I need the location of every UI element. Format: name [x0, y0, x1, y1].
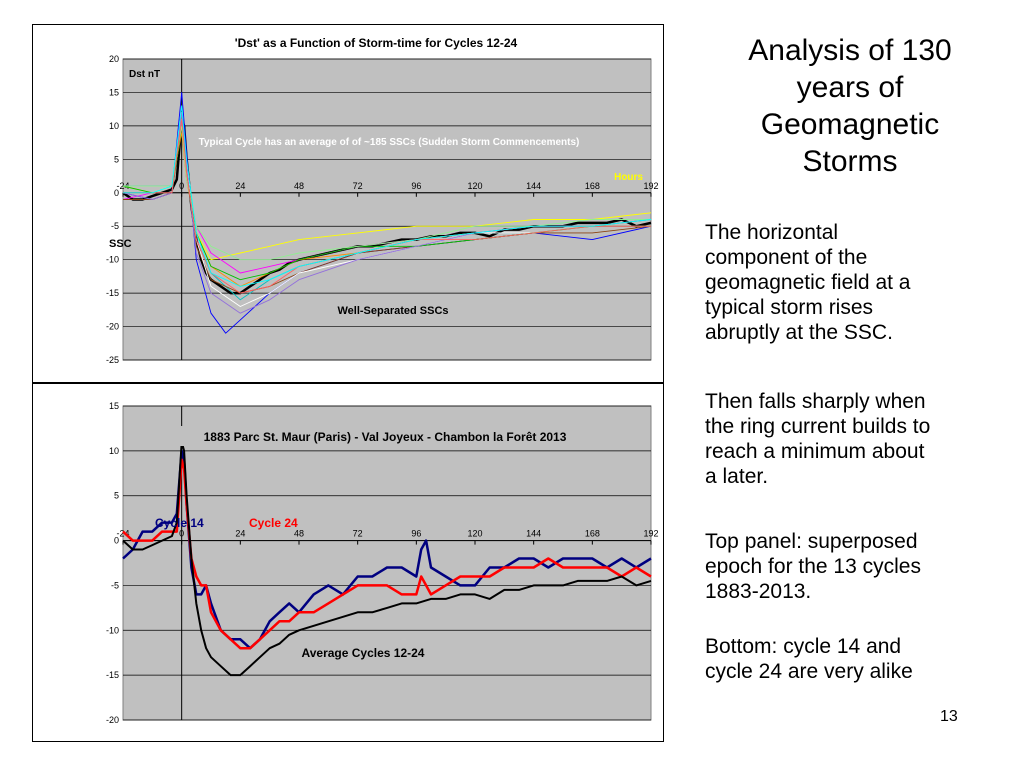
x-tick-label: 168: [585, 181, 600, 191]
text-line: geomagnetic field at a: [705, 271, 911, 294]
series-group: [122, 91, 652, 334]
y-tick-label: 0: [114, 188, 119, 198]
x-axis-label: Hours: [614, 172, 643, 183]
text-line: Bottom: cycle 14 and: [705, 635, 902, 658]
title-line: years of: [796, 71, 904, 104]
y-tick-label: -15: [106, 288, 119, 298]
y-tick-label: 10: [109, 446, 119, 456]
page-number: 13: [940, 708, 958, 725]
x-tick-label: 24: [235, 529, 245, 539]
annotation-ssc: SSC: [109, 238, 132, 250]
series-line-c12: [123, 105, 652, 287]
y-tick-label: 15: [109, 87, 119, 97]
y-tick-label: 0: [114, 536, 119, 546]
x-tick-label: 48: [294, 529, 304, 539]
x-tick-label: 24: [235, 181, 245, 191]
text-line: epoch for the 13 cycles: [705, 555, 921, 578]
y-tick-label: -5: [111, 580, 119, 590]
y-tick-label: 5: [114, 491, 119, 501]
x-tick-label: 72: [353, 529, 363, 539]
slide-title: Analysis of 130 years of Geomagnetic Sto…: [690, 32, 1010, 180]
chart-title: 1883 Parc St. Maur (Paris) - Val Joyeux …: [204, 430, 567, 444]
y-tick-label: -5: [111, 221, 119, 231]
y-tick-label: 10: [109, 121, 119, 131]
x-tick-label: 144: [526, 529, 541, 539]
paragraph-horizontal-component: The horizontal component of the geomagne…: [705, 220, 1005, 345]
x-tick-label: 0: [179, 181, 184, 191]
paragraph-falls-sharply: Then falls sharply when the ring current…: [705, 389, 1005, 489]
y-tick-label: -25: [106, 355, 119, 365]
text-line: the ring current builds to: [705, 415, 931, 438]
text-line: a later.: [705, 465, 769, 488]
top-chart: 'Dst' as a Function of Storm-time for Cy…: [106, 36, 659, 365]
title-line: Geomagnetic: [760, 108, 940, 141]
series-line-average: [122, 440, 652, 677]
text-line: Top panel: superposed: [705, 530, 918, 553]
text-line: component of the: [705, 246, 868, 269]
x-tick-label: 0: [179, 529, 184, 539]
y-tick-label: -10: [106, 625, 119, 635]
title-box: [173, 426, 587, 446]
y-tick-label: -20: [106, 715, 119, 725]
x-tick-label: 168: [585, 529, 600, 539]
x-tick-label: -24: [116, 529, 129, 539]
text-line: cycle 24 are very alike: [705, 660, 913, 683]
title-line: Storms: [802, 145, 898, 178]
y-tick-label: 15: [109, 401, 119, 411]
text-line: 1883-2013.: [705, 580, 812, 603]
x-tick-label: 96: [411, 529, 421, 539]
y-tick-label: -10: [106, 255, 119, 265]
paragraph-top-panel: Top panel: superposed epoch for the 13 c…: [705, 529, 1005, 604]
plot-area: [122, 405, 652, 721]
annotation-bottom: Well-Separated SSCs: [337, 305, 448, 317]
x-tick-label: 120: [467, 181, 482, 191]
series-group: [122, 440, 652, 677]
y-tick-label: 20: [109, 54, 119, 64]
text-line: The horizontal: [705, 221, 839, 244]
top-chart-panel: 'Dst' as a Function of Storm-time for Cy…: [32, 24, 664, 383]
title-line: Analysis of 130: [748, 34, 952, 67]
annotation-note: Typical Cycle has an average of of ~185 …: [199, 137, 580, 148]
x-tick-label: 192: [643, 181, 658, 191]
bottom-chart-panel: 15 10 5 0 -5 -10 -15 -20 -24 0 24 48 72 96 120 144 168 19…: [32, 383, 664, 742]
series-line-c11: [123, 118, 651, 294]
paragraph-bottom-panel: Bottom: cycle 14 and cycle 24 are very a…: [705, 634, 1005, 684]
y-tick-label: -15: [106, 670, 119, 680]
x-tick-label: 120: [467, 529, 482, 539]
text-line: typical storm rises: [705, 296, 874, 319]
x-tick-label: 72: [353, 181, 363, 191]
legend-cycle-24: Cycle 24: [249, 516, 298, 530]
annotation-bottom: Average Cycles 12-24: [302, 646, 425, 660]
x-tick-label: 96: [411, 181, 421, 191]
x-tick-label: 192: [643, 529, 658, 539]
x-tick-label: 48: [294, 181, 304, 191]
text-line: reach a minimum about: [705, 440, 925, 463]
text-line: abruptly at the SSC.: [705, 321, 893, 344]
legend-cycle-14: Cycle 14: [155, 516, 204, 530]
y-axis-label: Dst nT: [129, 69, 160, 80]
y-tick-label: 5: [114, 154, 119, 164]
text-line: Then falls sharply when: [705, 390, 926, 413]
x-tick-label: 144: [526, 181, 541, 191]
chart-title: 'Dst' as a Function of Storm-time for Cy…: [235, 36, 518, 50]
y-tick-label: -20: [106, 322, 119, 332]
plot-area: [122, 58, 652, 361]
